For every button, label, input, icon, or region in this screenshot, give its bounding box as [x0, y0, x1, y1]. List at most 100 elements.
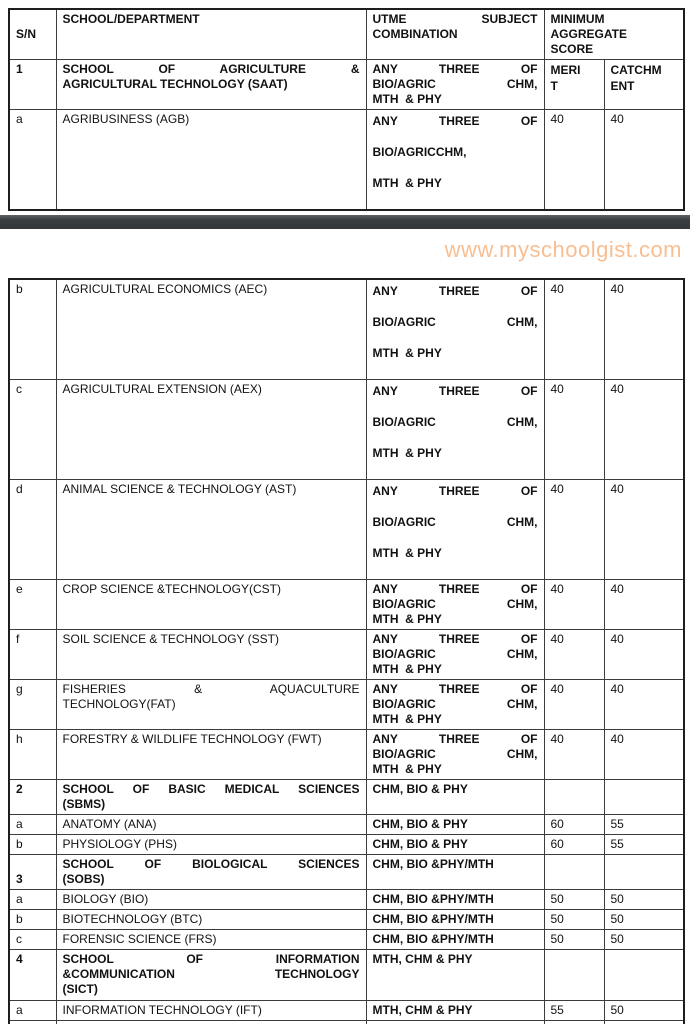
merit-cell	[543, 1020, 605, 1024]
school-cell: SCHOOL OF INFORMATION &COMMUNICATION TECH…	[55, 949, 367, 1001]
merit-cell: 60	[543, 834, 605, 855]
catchment-cell: 50	[603, 929, 685, 950]
sn-cell: 2	[8, 779, 57, 815]
merit-cell: 50	[543, 909, 605, 930]
catchment-cell	[603, 1020, 685, 1024]
table-row: 2 SCHOOL OF BASIC MEDICAL SCIENCES (SBMS) C…	[8, 779, 685, 815]
table-row: 5SCHOOL OF ELECTRICAL SYSTEMS ANDENGINEE…	[8, 1020, 685, 1024]
table-row: c AGRICULTURAL EXTENSION (AEX) ANY THREE O…	[8, 379, 685, 480]
school-cell: AGRIBUSINESS (AGB)	[55, 109, 367, 211]
sn-cell: c	[8, 929, 57, 950]
sn-cell: a	[8, 109, 57, 211]
table-row: a INFORMATION TECHNOLOGY (IFT) MTH, CHM & …	[8, 1000, 685, 1021]
utme-cell: CHM, BIO &PHY/MTH	[365, 889, 545, 910]
table-row: 4 SCHOOL OF INFORMATION &COMMUNICATION TEC…	[8, 949, 685, 1001]
catchment-cell: 40	[603, 109, 685, 211]
school-cell: SCHOOL OF BASIC MEDICAL SCIENCES (SBMS)	[55, 779, 367, 815]
sn-cell: 5	[8, 1020, 57, 1024]
sn-cell: h	[8, 729, 57, 780]
sn-cell: c	[8, 379, 57, 480]
sn-cell: 4	[8, 949, 57, 1001]
header-sn: S/N	[8, 8, 57, 60]
school-cell: CROP SCIENCE &TECHNOLOGY(CST)	[55, 579, 367, 630]
merit-cell: 50	[543, 889, 605, 910]
table-row: a BIOLOGY (BIO) CHM, BIO &PHY/MTH 50 50	[8, 889, 685, 910]
school-cell: FISHERIES & AQUACULTURE TECHNOLOGY(FAT)	[55, 679, 367, 730]
utme-cell: ANY THREE OF BIO/AGRICCHM, MTH & PHY	[365, 109, 545, 211]
utme-cell: CHM, BIO & PHY	[365, 814, 545, 835]
utme-cell: ANY THREE OF BIO/AGRIC CHM, MTH & PHY	[365, 679, 545, 730]
catchment-cell: 40	[603, 629, 685, 680]
merit-cell	[543, 949, 605, 1001]
school-cell: AGRICULTURAL EXTENSION (AEX)	[55, 379, 367, 480]
school-cell: SCHOOL OF ELECTRICAL SYSTEMS ANDENGINEER…	[55, 1020, 367, 1024]
merit-cell: 40	[543, 479, 605, 580]
school-cell: SCHOOL OF AGRICULTURE & AGRICULTURAL TECH…	[55, 59, 367, 110]
merit-cell: 50	[543, 929, 605, 950]
catchment-cell: 55	[603, 814, 685, 835]
catchment-cell: 50	[603, 1000, 685, 1021]
school-cell: ANIMAL SCIENCE & TECHNOLOGY (AST)	[55, 479, 367, 580]
catchment-cell: 40	[603, 579, 685, 630]
catchment-cell: 50	[603, 889, 685, 910]
school-cell: SCHOOL OF BIOLOGICAL SCIENCES (SOBS)	[55, 854, 367, 890]
merit-cell	[543, 854, 605, 890]
sn-cell: g	[8, 679, 57, 730]
sn-cell: d	[8, 479, 57, 580]
school-cell: BIOTECHNOLOGY (BTC)	[55, 909, 367, 930]
utme-cell: ANY THREE OF BIO/AGRIC CHM, MTH & PHY	[365, 278, 545, 380]
utme-cell: ANY THREE OF BIO/AGRIC CHM, MTH & PHY	[365, 729, 545, 780]
catchment-cell: 40	[603, 679, 685, 730]
school-cell: SOIL SCIENCE & TECHNOLOGY (SST)	[55, 629, 367, 680]
table-row: b PHYSIOLOGY (PHS) CHM, BIO & PHY 60 55	[8, 834, 685, 855]
table-row: 1 SCHOOL OF AGRICULTURE & AGRICULTURAL TEC…	[8, 59, 685, 110]
table-row: 3 SCHOOL OF BIOLOGICAL SCIENCES (SOBS) CHM,…	[8, 854, 685, 890]
school-cell: BIOLOGY (BIO)	[55, 889, 367, 910]
table-row: g FISHERIES & AQUACULTURE TECHNOLOGY(FAT) A…	[8, 679, 685, 730]
sn-cell: a	[8, 814, 57, 835]
merit-cell: 40	[543, 629, 605, 680]
merit-cell: 40	[543, 278, 605, 380]
utme-cell: CHM, BIO & PHY	[365, 779, 545, 815]
catchment-cell: 40	[603, 729, 685, 780]
catchment-cell	[603, 949, 685, 1001]
table-row: e CROP SCIENCE &TECHNOLOGY(CST) ANY THREE …	[8, 579, 685, 630]
sn-cell: e	[8, 579, 57, 630]
merit-cell: 55	[543, 1000, 605, 1021]
utme-cell: CHM, BIO & PHY	[365, 834, 545, 855]
table-header-row: S/N SCHOOL/DEPARTMENT UTME SUBJECT COMBIN…	[8, 8, 685, 60]
utme-cell: ANY THREE OF BIO/AGRIC CHM, MTH & PHY	[365, 629, 545, 680]
watermark-text: www.myschoolgist.com	[444, 237, 682, 262]
catchment-cell: 40	[603, 479, 685, 580]
merit-cell: 40	[543, 579, 605, 630]
header-minimum-aggregate-score: MINIMUM AGGREGATE SCORE	[543, 8, 685, 60]
merit-cell: MERIT	[543, 59, 605, 110]
utme-cell: MTH, CHM & PHY	[365, 1020, 545, 1024]
school-cell: INFORMATION TECHNOLOGY (IFT)	[55, 1000, 367, 1021]
sn-cell: b	[8, 909, 57, 930]
school-cell: PHYSIOLOGY (PHS)	[55, 834, 367, 855]
merit-cell: 60	[543, 814, 605, 835]
sn-cell: b	[8, 278, 57, 380]
sn-cell: a	[8, 1000, 57, 1021]
admission-table-page1: S/N SCHOOL/DEPARTMENT UTME SUBJECT COMBIN…	[8, 8, 686, 211]
sn-cell: a	[8, 889, 57, 910]
merit-cell: 40	[543, 729, 605, 780]
sn-cell: 1	[8, 59, 57, 110]
catchment-cell	[603, 854, 685, 890]
utme-cell: MTH, CHM & PHY	[365, 1000, 545, 1021]
catchment-cell: 40	[603, 379, 685, 480]
table-row: a ANATOMY (ANA) CHM, BIO & PHY 60 55	[8, 814, 685, 835]
sn-cell: f	[8, 629, 57, 680]
admission-table-page2: b AGRICULTURAL ECONOMICS (AEC) ANY THREE O…	[8, 278, 685, 1024]
school-cell: AGRICULTURAL ECONOMICS (AEC)	[55, 278, 367, 380]
sn-cell: b	[8, 834, 57, 855]
sn-cell: 3	[8, 854, 57, 890]
table-row: b AGRICULTURAL ECONOMICS (AEC) ANY THREE O…	[8, 278, 685, 380]
utme-cell: ANY THREE OF BIO/AGRIC CHM, MTH & PHY	[365, 59, 545, 110]
utme-cell: CHM, BIO &PHY/MTH	[365, 909, 545, 930]
merit-cell	[543, 779, 605, 815]
utme-cell: ANY THREE OF BIO/AGRIC CHM, MTH & PHY	[365, 479, 545, 580]
utme-cell: CHM, BIO &PHY/MTH	[365, 929, 545, 950]
